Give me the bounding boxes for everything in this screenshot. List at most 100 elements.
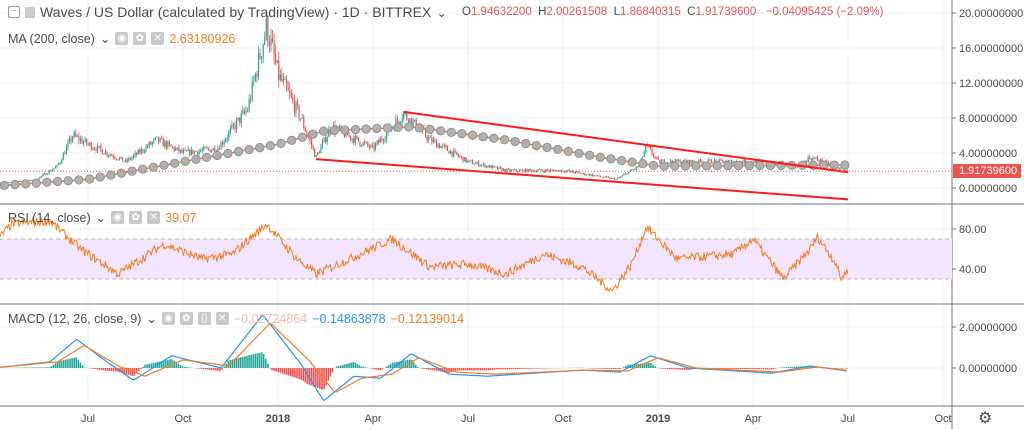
gear-icon[interactable]: ✿ xyxy=(133,32,147,45)
candle xyxy=(95,149,97,152)
candle xyxy=(367,142,369,146)
ma-200-dot xyxy=(340,125,350,135)
gear-icon[interactable]: ✿ xyxy=(129,211,143,224)
candle xyxy=(815,157,817,159)
candle xyxy=(810,158,812,161)
candle xyxy=(565,170,567,173)
rsi-label[interactable]: RSI (14, close) xyxy=(8,210,91,225)
macd-axis-label: 0.00000000 xyxy=(959,363,1017,375)
chevron-down-icon[interactable]: ⌄ xyxy=(95,211,107,225)
candle xyxy=(103,153,105,155)
eye-icon[interactable]: ◉ xyxy=(115,32,129,45)
macd-histogram-bar xyxy=(264,358,267,368)
candle xyxy=(485,165,488,168)
ma-label[interactable]: MA (200, close) xyxy=(8,31,95,46)
macd-histogram-bar xyxy=(210,368,213,371)
candle xyxy=(676,159,678,162)
macd-histogram-bar xyxy=(446,368,448,373)
candle xyxy=(406,112,408,120)
candle xyxy=(489,165,491,168)
close-icon[interactable]: ✕ xyxy=(147,211,161,224)
candle xyxy=(87,143,89,145)
candle xyxy=(43,173,46,175)
candle xyxy=(228,131,230,138)
candle xyxy=(493,165,495,167)
eye-icon[interactable]: ◉ xyxy=(161,312,175,325)
candle xyxy=(513,169,516,171)
macd-histogram-bar xyxy=(121,368,123,373)
candle xyxy=(170,144,172,147)
chevron-down-icon[interactable]: ⌄ xyxy=(99,32,111,46)
candle xyxy=(148,142,150,147)
candle xyxy=(206,148,208,149)
macd-label[interactable]: MACD (12, 26, close, 9) xyxy=(8,311,142,326)
candle xyxy=(245,110,247,113)
macd-histogram-bar xyxy=(208,368,211,370)
macd-histogram-bar xyxy=(277,368,280,373)
ma-200-dot xyxy=(563,146,573,156)
candle xyxy=(370,144,372,148)
symbol-title[interactable]: Waves / US Dollar (calculated by Trading… xyxy=(40,4,432,20)
candle xyxy=(79,138,82,141)
time-axis-label: Jul xyxy=(461,413,475,425)
macd-histogram-bar xyxy=(770,368,773,370)
candle xyxy=(517,170,519,172)
macd-histogram-bar xyxy=(479,368,482,371)
time-axis-label: Oct xyxy=(554,413,571,425)
macd-histogram-bar xyxy=(614,368,617,370)
macd-histogram-bar xyxy=(137,368,140,372)
flag-icon[interactable] xyxy=(25,6,35,18)
candle xyxy=(518,169,520,172)
code-icon[interactable]: {} xyxy=(197,312,211,325)
candle xyxy=(584,173,586,176)
macd-histogram-bar xyxy=(425,368,427,370)
collapse-icon[interactable]: − xyxy=(8,6,20,18)
candle xyxy=(582,173,584,174)
candle xyxy=(607,176,609,178)
chevron-down-icon[interactable]: ⌄ xyxy=(146,312,157,326)
candle xyxy=(62,153,64,161)
macd-histogram-bar xyxy=(135,368,138,374)
candle xyxy=(467,160,469,163)
ma-200-dot xyxy=(531,140,542,151)
settings-gear-icon[interactable]: ⚙ xyxy=(978,408,993,427)
candle xyxy=(73,132,75,137)
candle xyxy=(624,173,627,175)
ma-200-dot xyxy=(723,161,733,171)
candle xyxy=(129,158,132,160)
macd-histogram-bar xyxy=(100,368,103,370)
macd-histogram-bar xyxy=(160,361,163,368)
ma-200-dot xyxy=(638,159,648,169)
candle xyxy=(56,164,58,167)
ma-200-dot xyxy=(159,160,169,170)
close-icon[interactable]: ✕ xyxy=(151,32,165,45)
ma-200-dot xyxy=(425,124,435,134)
candle xyxy=(179,149,181,152)
signal-value: −0.12139014 xyxy=(390,311,464,326)
candle xyxy=(236,119,238,130)
candle xyxy=(542,170,544,172)
chevron-down-icon[interactable]: ⌄ xyxy=(436,5,447,20)
candle xyxy=(171,146,174,148)
candle xyxy=(634,168,636,170)
eye-icon[interactable]: ◉ xyxy=(111,211,125,224)
candle xyxy=(690,160,692,165)
candle xyxy=(729,160,731,162)
candle xyxy=(596,175,598,177)
macd-histogram-bar xyxy=(714,368,717,369)
close-icon[interactable]: ✕ xyxy=(215,312,229,325)
candle xyxy=(375,144,377,150)
candle xyxy=(492,165,494,169)
gear-icon[interactable]: ✿ xyxy=(179,312,193,325)
macd-histogram-bar xyxy=(217,368,219,371)
candle xyxy=(259,53,261,59)
macd-histogram-bar xyxy=(267,363,269,368)
macd-histogram-bar xyxy=(165,360,167,368)
candle xyxy=(256,73,258,77)
ma-200-dot xyxy=(616,155,627,166)
macd-histogram-bar xyxy=(129,368,132,376)
macd-histogram-bar xyxy=(275,368,277,372)
macd-histogram-bar xyxy=(666,368,669,369)
candle xyxy=(176,147,178,149)
